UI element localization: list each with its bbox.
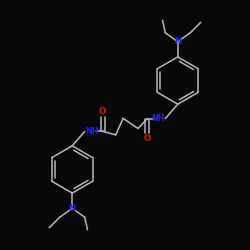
Text: O: O — [99, 107, 106, 116]
Text: N: N — [174, 37, 182, 46]
Text: NH: NH — [151, 114, 164, 123]
Text: N: N — [68, 204, 76, 213]
Text: O: O — [144, 134, 151, 143]
Text: NH: NH — [86, 127, 99, 136]
